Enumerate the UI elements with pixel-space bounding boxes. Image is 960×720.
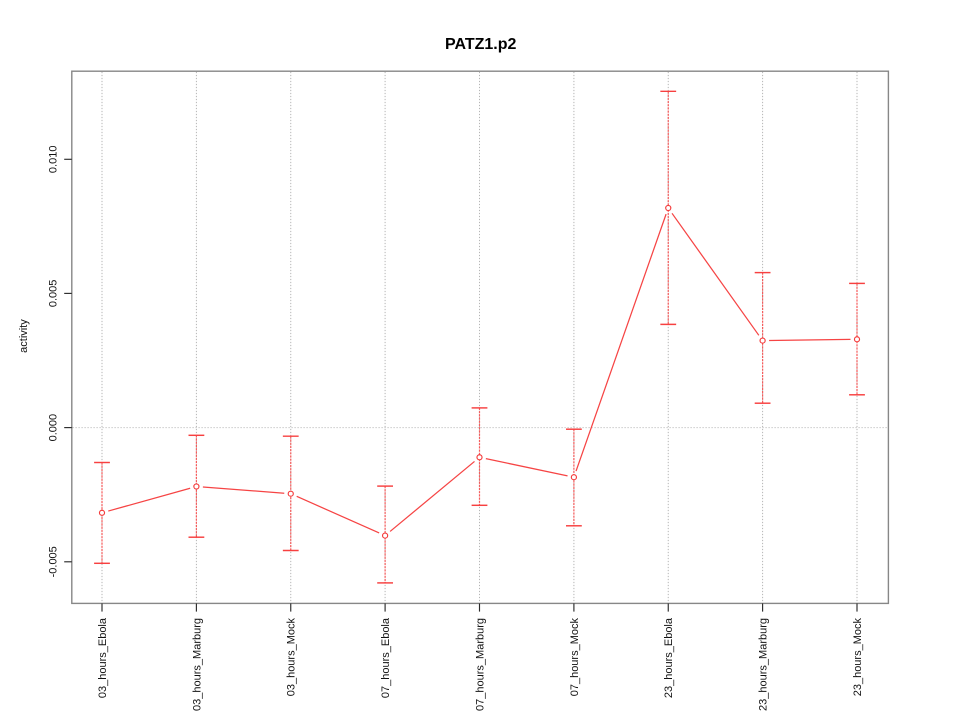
svg-text:03_hours_Mock: 03_hours_Mock	[286, 618, 298, 697]
svg-text:23_hours_Mock: 23_hours_Mock	[852, 618, 864, 697]
svg-text:0.010: 0.010	[47, 146, 59, 174]
svg-text:0.000: 0.000	[47, 414, 59, 442]
svg-text:07_hours_Marburg: 07_hours_Marburg	[474, 618, 486, 711]
svg-text:0.005: 0.005	[47, 280, 59, 308]
svg-text:-0.005: -0.005	[47, 546, 59, 577]
svg-text:07_hours_Ebola: 07_hours_Ebola	[380, 617, 392, 698]
svg-text:03_hours_Ebola: 03_hours_Ebola	[97, 617, 109, 698]
svg-text:23_hours_Ebola: 23_hours_Ebola	[663, 617, 675, 698]
svg-text:activity: activity	[18, 319, 30, 353]
svg-text:07_hours_Mock: 07_hours_Mock	[569, 618, 581, 697]
svg-text:PATZ1.p2: PATZ1.p2	[445, 36, 517, 53]
svg-text:23_hours_Marburg: 23_hours_Marburg	[758, 618, 770, 711]
svg-text:03_hours_Marburg: 03_hours_Marburg	[191, 618, 203, 711]
